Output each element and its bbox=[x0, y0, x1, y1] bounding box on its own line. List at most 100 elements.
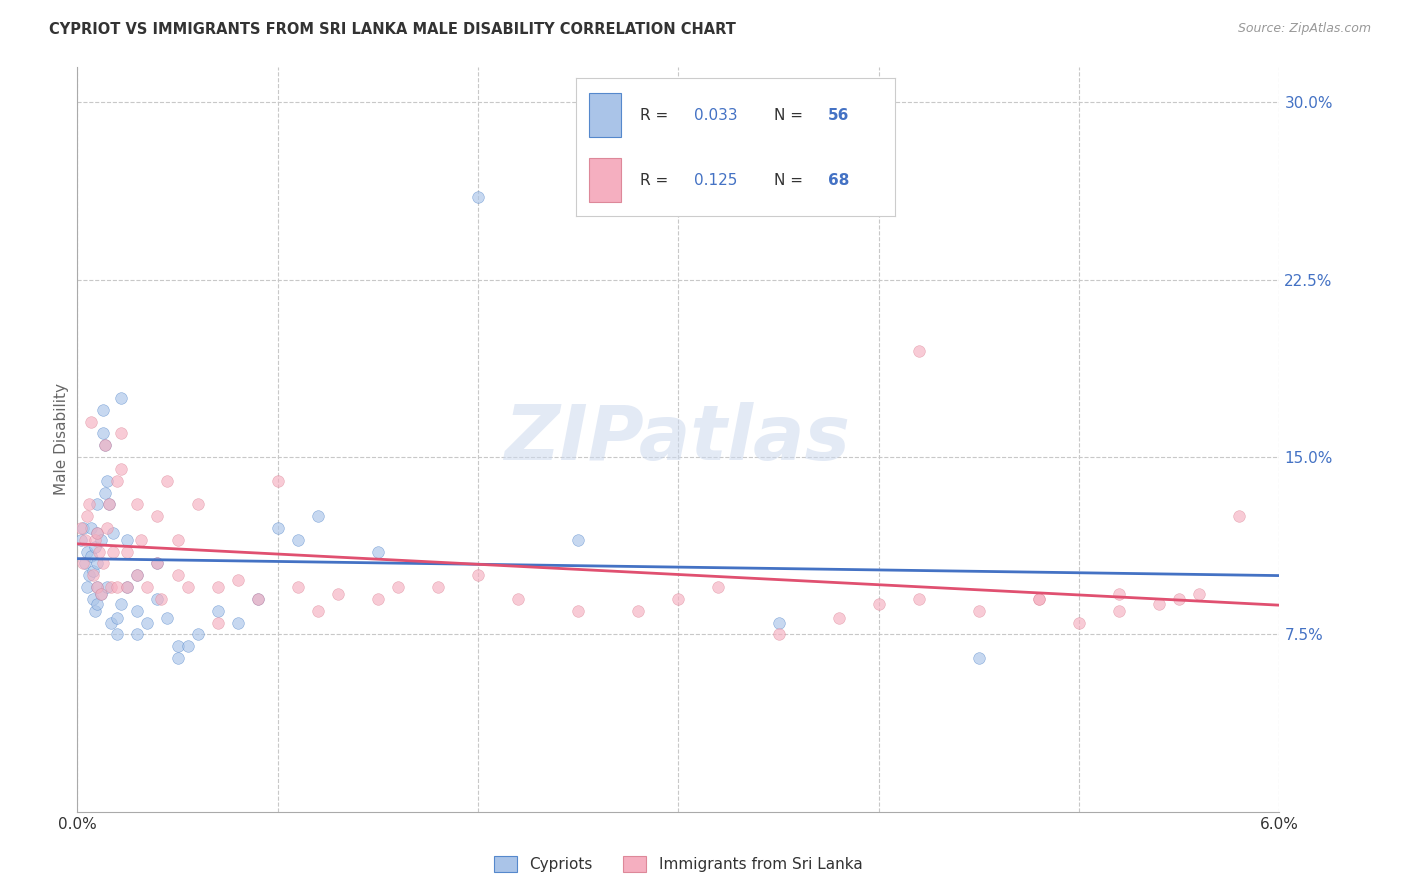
Point bbox=[246, 591, 269, 606]
Point bbox=[146, 591, 169, 606]
Point bbox=[387, 580, 409, 594]
Point bbox=[131, 533, 153, 547]
Point bbox=[127, 497, 149, 511]
Point bbox=[146, 557, 169, 571]
Point bbox=[89, 544, 111, 558]
Point bbox=[80, 521, 103, 535]
Point bbox=[127, 568, 149, 582]
Point bbox=[100, 615, 122, 630]
Point bbox=[1028, 591, 1050, 606]
Point bbox=[166, 639, 188, 653]
Point bbox=[967, 651, 990, 665]
Point bbox=[166, 651, 188, 665]
Point bbox=[107, 580, 129, 594]
Point bbox=[86, 525, 108, 540]
Legend: Cypriots, Immigrants from Sri Lanka: Cypriots, Immigrants from Sri Lanka bbox=[488, 850, 869, 879]
Point bbox=[146, 557, 169, 571]
Point bbox=[367, 544, 389, 558]
Point bbox=[86, 580, 108, 594]
Point bbox=[166, 533, 188, 547]
Point bbox=[72, 557, 94, 571]
Point bbox=[1168, 591, 1191, 606]
Point bbox=[93, 557, 115, 571]
Point bbox=[117, 580, 139, 594]
Point bbox=[246, 591, 269, 606]
Point bbox=[1069, 615, 1091, 630]
Text: ZIPatlas: ZIPatlas bbox=[505, 402, 852, 476]
Point bbox=[110, 462, 132, 476]
Y-axis label: Male Disability: Male Disability bbox=[53, 384, 69, 495]
Point bbox=[93, 426, 115, 441]
Point bbox=[1028, 591, 1050, 606]
Point bbox=[103, 544, 125, 558]
Point bbox=[187, 497, 209, 511]
Point bbox=[82, 564, 104, 578]
Point bbox=[80, 415, 103, 429]
Point bbox=[94, 438, 117, 452]
Point bbox=[287, 580, 309, 594]
Point bbox=[72, 521, 94, 535]
Point bbox=[110, 426, 132, 441]
Point bbox=[467, 190, 489, 204]
Point bbox=[86, 580, 108, 594]
Text: CYPRIOT VS IMMIGRANTS FROM SRI LANKA MALE DISABILITY CORRELATION CHART: CYPRIOT VS IMMIGRANTS FROM SRI LANKA MAL… bbox=[49, 22, 737, 37]
Point bbox=[226, 573, 249, 587]
Point bbox=[117, 533, 139, 547]
Point bbox=[86, 497, 108, 511]
Point bbox=[110, 391, 132, 405]
Point bbox=[86, 597, 108, 611]
Point bbox=[70, 533, 93, 547]
Point bbox=[908, 591, 931, 606]
Point bbox=[90, 533, 112, 547]
Point bbox=[367, 591, 389, 606]
Point bbox=[96, 521, 118, 535]
Point bbox=[76, 580, 98, 594]
Point bbox=[94, 438, 117, 452]
Point bbox=[326, 587, 349, 601]
Point bbox=[70, 521, 93, 535]
Point bbox=[82, 568, 104, 582]
Point bbox=[467, 568, 489, 582]
Point bbox=[90, 587, 112, 601]
Point bbox=[107, 627, 129, 641]
Point bbox=[136, 615, 159, 630]
Point bbox=[307, 604, 329, 618]
Point bbox=[768, 627, 790, 641]
Point bbox=[84, 533, 107, 547]
Point bbox=[84, 540, 107, 554]
Point bbox=[156, 611, 179, 625]
Point bbox=[136, 580, 159, 594]
Point bbox=[427, 580, 450, 594]
Point bbox=[176, 580, 198, 594]
Point bbox=[567, 604, 589, 618]
Point bbox=[103, 525, 125, 540]
Point bbox=[187, 627, 209, 641]
Point bbox=[93, 402, 115, 417]
Point bbox=[508, 591, 530, 606]
Point bbox=[79, 568, 101, 582]
Point bbox=[110, 597, 132, 611]
Point bbox=[76, 509, 98, 524]
Point bbox=[127, 604, 149, 618]
Point bbox=[627, 604, 650, 618]
Point bbox=[96, 580, 118, 594]
Point bbox=[166, 568, 188, 582]
Point bbox=[768, 615, 790, 630]
Point bbox=[127, 568, 149, 582]
Point bbox=[84, 604, 107, 618]
Point bbox=[207, 615, 229, 630]
Point bbox=[267, 521, 290, 535]
Point bbox=[75, 533, 97, 547]
Point bbox=[226, 615, 249, 630]
Point bbox=[668, 591, 690, 606]
Point bbox=[868, 597, 890, 611]
Point bbox=[1108, 604, 1130, 618]
Point bbox=[287, 533, 309, 547]
Point bbox=[100, 580, 122, 594]
Point bbox=[86, 525, 108, 540]
Point bbox=[86, 557, 108, 571]
Point bbox=[117, 580, 139, 594]
Point bbox=[146, 509, 169, 524]
Point bbox=[307, 509, 329, 524]
Point bbox=[98, 497, 121, 511]
